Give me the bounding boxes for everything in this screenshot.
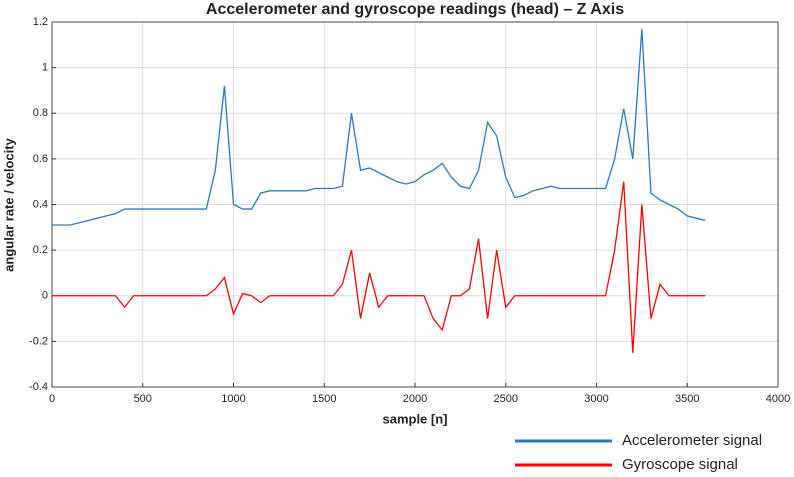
x-tick-label: 4000 (766, 393, 790, 405)
x-tick-label: 1500 (312, 393, 336, 405)
data-line (52, 28, 706, 226)
y-tick-label: 0.6 (33, 153, 48, 165)
y-tick-label: 0.4 (33, 198, 48, 210)
legend-label: Gyroscope signal (622, 456, 738, 473)
y-tick-label: 0 (42, 290, 48, 302)
y-tick-label: 0.8 (33, 107, 48, 119)
x-tick-label: 3500 (675, 393, 699, 405)
chart-title: Accelerometer and gyroscope readings (he… (206, 1, 624, 18)
y-tick-label: 0.2 (33, 244, 48, 256)
plot-frame (51, 21, 779, 388)
x-tick-label: 2500 (494, 393, 518, 405)
y-axis-label: angular rate / velocity (1, 137, 16, 271)
legend-label: Accelerometer signal (622, 432, 762, 449)
x-tick-label: 500 (134, 393, 152, 405)
data-line (52, 181, 706, 353)
y-tick-label: 1 (42, 62, 48, 74)
x-tick-label: 1000 (221, 393, 245, 405)
y-tick-label: -0.4 (29, 381, 48, 393)
x-tick-label: 0 (49, 393, 55, 405)
x-tick-label: 2000 (403, 393, 427, 405)
x-axis-label: sample [n] (382, 411, 447, 426)
y-tick-label: 1.2 (33, 16, 48, 28)
y-tick-label: -0.2 (29, 335, 48, 347)
x-tick-label: 3000 (584, 393, 608, 405)
